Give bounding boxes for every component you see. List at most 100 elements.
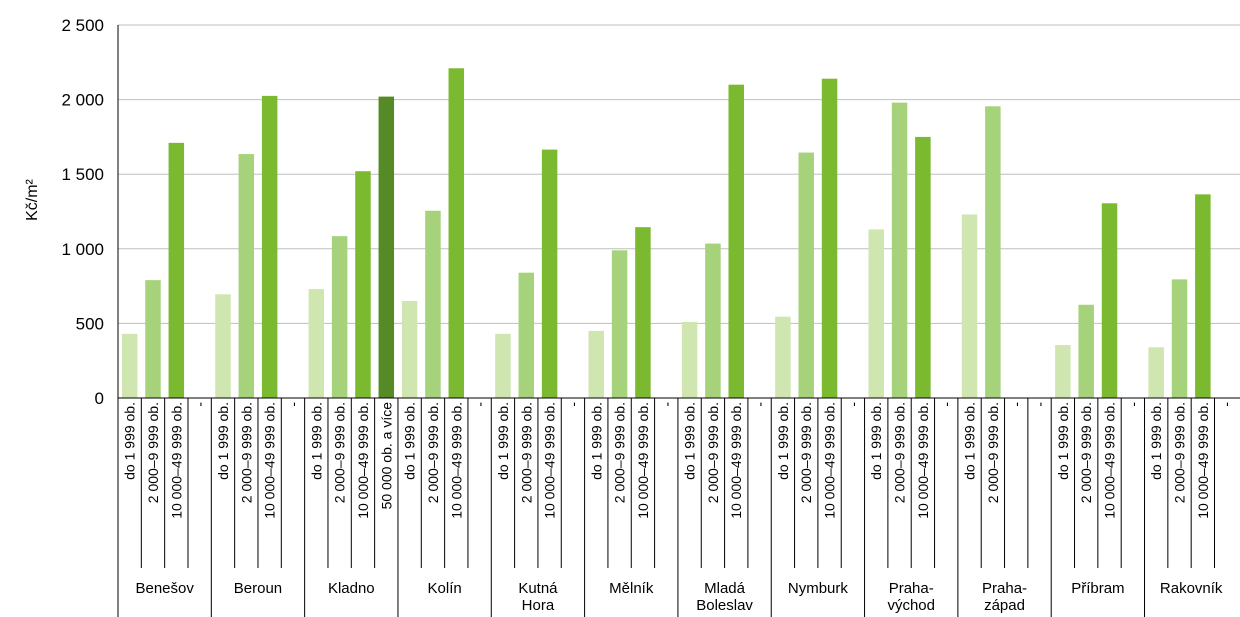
category-label: 2 000–9 999 ob. <box>425 402 441 503</box>
district-label: Benešov <box>135 580 194 597</box>
gridlines <box>118 24 1240 324</box>
category-label: 2 000–9 999 ob. <box>238 402 254 503</box>
district-label: Mělník <box>609 580 654 597</box>
bar <box>145 280 161 398</box>
category-label: - <box>472 402 488 407</box>
category-label: 10 000–49 999 ob. <box>262 402 278 519</box>
category-label: do 1 999 ob. <box>588 402 604 480</box>
district-label: Rakovník <box>1160 580 1223 597</box>
category-label: - <box>1218 402 1234 407</box>
district-label-line: Hora <box>522 597 555 614</box>
category-label: do 1 999 ob. <box>402 402 418 480</box>
category-label: 2 000–9 999 ob. <box>518 402 534 503</box>
district-labels: Benešov Beroun Kladno Kolín Kutná Hora Mělník M… <box>135 580 1222 614</box>
category-label: 2 000–9 999 ob. <box>145 402 161 503</box>
district-label-line: Benešov <box>135 580 194 597</box>
bar <box>448 68 465 398</box>
bar <box>168 142 185 398</box>
bar <box>611 250 628 398</box>
category-label: 10 000–49 999 ob. <box>355 402 371 519</box>
category-label: 50 000 ob. a více <box>378 402 394 510</box>
bars <box>121 68 1211 399</box>
category-label: do 1 999 ob. <box>1148 402 1164 480</box>
bar <box>425 210 441 398</box>
category-label: 2 000–9 999 ob. <box>798 402 814 503</box>
category-label: 2 000–9 999 ob. <box>332 402 348 503</box>
district-label-line: Příbram <box>1071 580 1124 597</box>
category-label: 10 000–49 999 ob. <box>822 402 838 519</box>
category-label: 2 000–9 999 ob. <box>985 402 1001 503</box>
district-label: Kladno <box>328 580 375 597</box>
bar <box>635 227 651 398</box>
bar <box>1078 304 1094 398</box>
district-label-line: Nymburk <box>788 580 849 597</box>
category-label: 2 000–9 999 ob. <box>1172 402 1188 503</box>
district-label: Praha-západ <box>982 580 1027 614</box>
bar <box>495 333 511 398</box>
bar <box>775 316 791 398</box>
bar <box>518 272 535 398</box>
category-label: 2 000–9 999 ob. <box>1078 402 1094 503</box>
district-label: Mladá Boleslav <box>696 580 753 614</box>
y-tick-label: 2 500 <box>61 16 104 35</box>
category-label: do 1 999 ob. <box>1055 402 1071 480</box>
category-label: - <box>845 402 861 407</box>
district-label: Kolín <box>428 580 462 597</box>
category-label: do 1 999 ob. <box>868 402 884 480</box>
category-label: 10 000–49 999 ob. <box>1195 402 1211 519</box>
district-label-line: Kutná <box>518 580 558 597</box>
category-label: - <box>192 402 208 407</box>
category-label: - <box>658 402 674 407</box>
district-label-line: Kolín <box>428 580 462 597</box>
category-label: 2 000–9 999 ob. <box>612 402 628 503</box>
y-tick-label: 1 000 <box>61 240 104 259</box>
district-label-line: Kladno <box>328 580 375 597</box>
category-label: 10 000–49 999 ob. <box>635 402 651 519</box>
bar <box>728 84 744 399</box>
category-label: - <box>565 402 581 407</box>
category-label: 10 000–49 999 ob. <box>542 402 558 519</box>
y-tick-label: 0 <box>95 389 104 408</box>
district-label: Kutná Hora <box>518 580 558 614</box>
district-label-line: Praha- <box>889 580 934 597</box>
district-label-line: Mladá <box>704 580 746 597</box>
district-label: Praha-východ <box>887 580 935 614</box>
bar <box>681 321 698 398</box>
category-label: do 1 999 ob. <box>122 402 138 480</box>
district-label-line: Boleslav <box>696 597 753 614</box>
bar <box>868 229 884 398</box>
bar <box>378 96 395 398</box>
category-label: do 1 999 ob. <box>308 402 324 480</box>
district-label-line: východ <box>887 597 935 614</box>
category-label: do 1 999 ob. <box>682 402 698 480</box>
category-label: 10 000–49 999 ob. <box>1102 402 1118 519</box>
bar <box>355 171 371 398</box>
bar <box>541 149 558 398</box>
bar <box>985 106 1001 399</box>
category-label: 10 000–49 999 ob. <box>915 402 931 519</box>
bar <box>238 154 255 398</box>
bar <box>891 102 908 399</box>
bar <box>961 214 978 398</box>
district-label: Příbram <box>1071 580 1124 597</box>
bar <box>1101 203 1118 398</box>
bar <box>331 236 348 398</box>
category-label: 10 000–49 999 ob. <box>728 402 744 519</box>
category-label: 2 000–9 999 ob. <box>892 402 908 503</box>
bar <box>588 330 605 398</box>
y-tick-label: 1 500 <box>61 165 104 184</box>
category-label: - <box>752 402 768 407</box>
y-tick-label: 2 000 <box>61 91 104 110</box>
bar <box>1171 279 1188 398</box>
axes <box>117 25 1240 617</box>
category-label: 10 000–49 999 ob. <box>168 402 184 519</box>
bar <box>1195 194 1211 398</box>
district-label-line: západ <box>984 597 1025 614</box>
bar <box>261 95 278 399</box>
bar <box>915 136 931 398</box>
district-label-line: Mělník <box>609 580 654 597</box>
bar <box>705 243 721 398</box>
category-label: - <box>1008 402 1024 407</box>
bar <box>1055 345 1071 398</box>
bar <box>401 301 418 398</box>
